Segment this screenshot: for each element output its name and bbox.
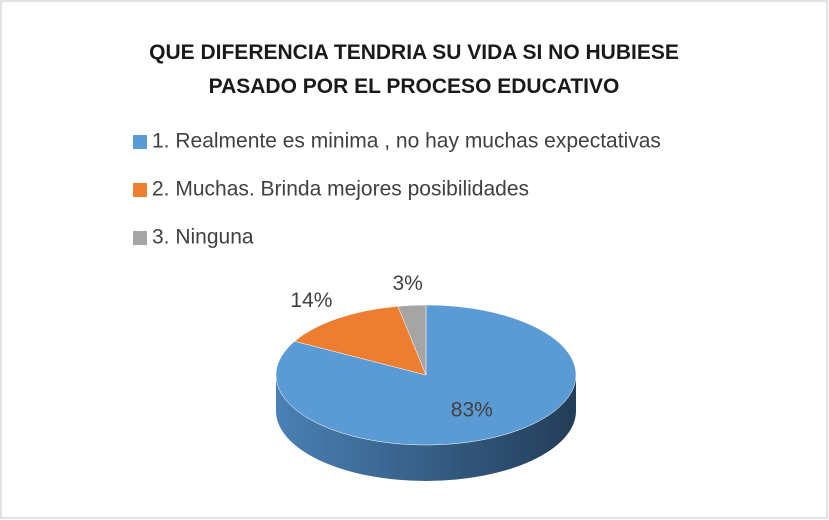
data-label: 14% bbox=[290, 289, 332, 312]
data-label: 83% bbox=[451, 399, 493, 422]
legend-label: 1. Realmente es minima , no hay muchas e… bbox=[152, 130, 661, 153]
legend-swatch bbox=[133, 231, 147, 245]
legend-label: 3. Ninguna bbox=[152, 226, 254, 249]
chart-title: QUE DIFERENCIA TENDRIA SU VIDA SI NO HUB… bbox=[149, 41, 679, 98]
pie-slice bbox=[294, 305, 427, 376]
pie-slice bbox=[397, 304, 427, 376]
legend-swatch bbox=[133, 135, 147, 149]
legend-swatch bbox=[133, 183, 147, 197]
legend-label: 2. Muchas. Brinda mejores posibilidades bbox=[152, 178, 529, 201]
data-label: 3% bbox=[392, 272, 422, 295]
pie-side bbox=[276, 375, 576, 481]
